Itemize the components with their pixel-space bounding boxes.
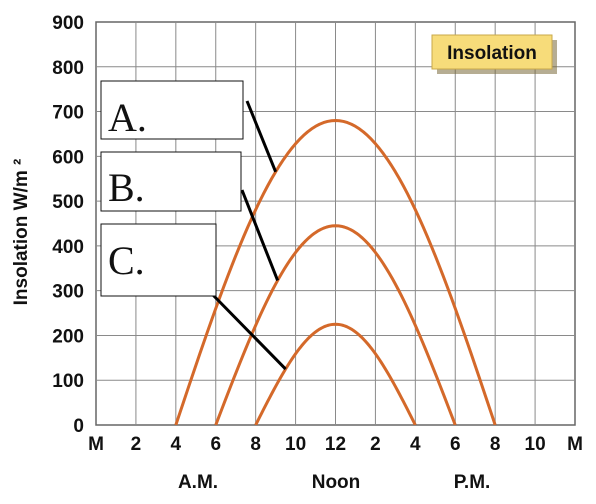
y-tick-labels: 0 100 200 300 400 500 600 700 800 900 [52, 13, 84, 437]
leader-line-b [240, 189, 280, 282]
x-tick-label: 2 [131, 434, 142, 455]
x-tick-labels: M 2 4 6 8 10 12 2 4 6 8 10 M [88, 434, 583, 455]
y-tick-label: 0 [73, 416, 84, 437]
y-axis-label: Insolation W/m ² [11, 159, 32, 306]
chart-title: Insolation [447, 43, 537, 64]
x-tick-label: 6 [210, 434, 221, 455]
callout-label-c: C. [108, 238, 145, 283]
y-tick-label: 500 [52, 192, 84, 213]
callout-box-a: A. [100, 80, 244, 140]
y-tick-label: 100 [52, 371, 84, 392]
curves [174, 119, 497, 425]
leader-line-a [245, 100, 278, 173]
x-tick-label: 6 [450, 434, 461, 455]
y-tick-label: 800 [52, 58, 84, 79]
y-tick-label: 400 [52, 237, 84, 258]
period-label-am: A.M. [178, 472, 218, 493]
x-tick-label: 8 [250, 434, 261, 455]
series-curve-a [174, 119, 497, 425]
y-tick-label: 300 [52, 282, 84, 303]
title-box: Insolation [431, 34, 557, 74]
y-tick-label: 200 [52, 326, 84, 347]
x-tick-label: M [567, 434, 583, 455]
callout-box-c: C. [100, 223, 217, 297]
callout-box-b: B. [100, 151, 242, 212]
y-tick-label: 900 [52, 13, 84, 34]
callout-leaders [209, 100, 287, 371]
x-tick-label: 10 [285, 434, 306, 455]
x-tick-label: 8 [490, 434, 501, 455]
y-tick-label: 700 [52, 103, 84, 124]
callout-label-b: B. [108, 165, 145, 210]
leader-line-c [209, 291, 287, 371]
x-tick-label: 4 [171, 434, 182, 455]
period-label-pm: P.M. [454, 472, 491, 493]
x-tick-label: 4 [410, 434, 421, 455]
x-tick-label: 2 [370, 434, 381, 455]
x-tick-label: 12 [325, 434, 346, 455]
series-curve-c [254, 322, 417, 425]
x-tick-label: 10 [525, 434, 546, 455]
series-curve-b [214, 224, 457, 425]
period-label-noon: Noon [312, 472, 361, 493]
y-tick-label: 600 [52, 147, 84, 168]
callout-label-a: A. [108, 95, 147, 140]
x-tick-label: M [88, 434, 104, 455]
